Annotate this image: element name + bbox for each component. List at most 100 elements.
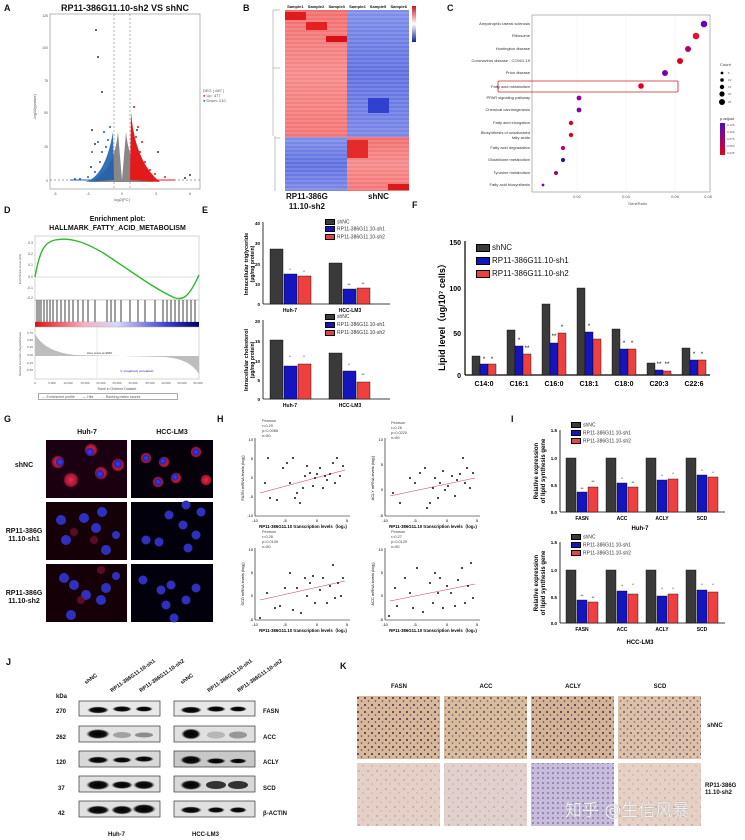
svg-text:*: * bbox=[631, 341, 634, 347]
svg-text:25,000: 25,000 bbox=[112, 381, 122, 385]
kda-value: 37 bbox=[58, 786, 65, 792]
svg-text:Coronavirus disease - COVID-19: Coronavirus disease - COVID-19 bbox=[472, 58, 531, 63]
micro-hcclm3-shnc bbox=[131, 440, 213, 498]
svg-text:1.5: 1.5 bbox=[551, 540, 558, 545]
svg-text:*: * bbox=[712, 582, 714, 587]
svg-text:*: * bbox=[672, 586, 674, 591]
svg-text:5: 5 bbox=[381, 462, 384, 467]
svg-text:6: 6 bbox=[189, 192, 191, 196]
svg-text:5: 5 bbox=[476, 518, 479, 523]
svg-text:0: 0 bbox=[316, 622, 319, 627]
svg-text:15,000: 15,000 bbox=[80, 381, 90, 385]
svg-text:Pearson: Pearson bbox=[262, 419, 276, 423]
svg-text:75: 75 bbox=[44, 79, 48, 83]
svg-text:SCD: SCD bbox=[697, 627, 708, 633]
svg-text:15: 15 bbox=[728, 85, 732, 89]
svg-text:Pearson: Pearson bbox=[391, 421, 405, 425]
svg-text:-5: -5 bbox=[413, 622, 417, 627]
svg-text:PPAR signaling pathway: PPAR signaling pathway bbox=[486, 95, 530, 100]
svg-text:r=0.27: r=0.27 bbox=[391, 535, 402, 539]
lane-label: shNC bbox=[83, 672, 99, 686]
lipid-ylabel: Lipid level（ug/10⁷ cells） bbox=[437, 259, 447, 371]
svg-text:*: * bbox=[303, 354, 305, 359]
svg-text:5: 5 bbox=[346, 518, 349, 523]
svg-text:0: 0 bbox=[251, 475, 254, 480]
svg-text:C18:1: C18:1 bbox=[579, 381, 598, 388]
svg-text:of lipid synthesis gene: of lipid synthesis gene bbox=[541, 550, 547, 615]
svg-text:5,000: 5,000 bbox=[48, 381, 56, 385]
svg-text:Huh-7: Huh-7 bbox=[283, 403, 297, 408]
svg-text:**: ** bbox=[665, 362, 670, 368]
svg-text:0.0: 0.0 bbox=[551, 510, 558, 515]
svg-text:0: 0 bbox=[446, 518, 449, 523]
svg-text:0.100: 0.100 bbox=[727, 130, 735, 134]
svg-text:Tyrosine metabolism: Tyrosine metabolism bbox=[493, 170, 530, 175]
svg-text:0: 0 bbox=[251, 593, 254, 598]
gsea-legend: — Enrichment profile — Hits — Ranking me… bbox=[38, 393, 178, 400]
svg-text:**: ** bbox=[347, 282, 351, 287]
svg-text:5: 5 bbox=[251, 456, 254, 461]
svg-text:0: 0 bbox=[257, 397, 260, 402]
svg-text:-5: -5 bbox=[413, 518, 417, 523]
svg-text:C16:0: C16:0 bbox=[544, 381, 563, 388]
qpcr-barchart: 1.5 1.0 0.5 0.0 Relative expression of lipi… bbox=[534, 428, 725, 646]
volcano-plot: 0 25 50 75 100 125 -6 -3 0 3 6 log2(FC) -log10(pv… bbox=[32, 13, 201, 202]
svg-text:SCD: SCD bbox=[697, 516, 708, 522]
gsea-xlabel: Rank in Ordered Dataset bbox=[98, 387, 137, 391]
svg-text:5: 5 bbox=[728, 71, 730, 75]
svg-text:-0.25: -0.25 bbox=[26, 361, 33, 365]
svg-text:Chemical carcinogenesis: Chemical carcinogenesis bbox=[486, 107, 530, 112]
svg-text:3: 3 bbox=[155, 192, 157, 196]
svg-text:Fatty acid elongation: Fatty acid elongation bbox=[493, 120, 530, 125]
svg-text:0.02: 0.02 bbox=[573, 194, 582, 199]
protein-label: SCD bbox=[263, 786, 276, 792]
svg-text:Huntington disease: Huntington disease bbox=[496, 46, 531, 51]
svg-text:0: 0 bbox=[316, 518, 319, 523]
svg-text:15: 15 bbox=[255, 339, 261, 344]
svg-text:RP11-386G11.10 transcription l: RP11-386G11.10 transcription levels（log₂… bbox=[259, 628, 347, 633]
lane-label: RP11-386G11.10-sh1 bbox=[109, 658, 157, 694]
svg-text:-0.50: -0.50 bbox=[26, 368, 33, 372]
volcano-title: RP11-386G11.10-sh2 VS shNC bbox=[60, 3, 190, 13]
svg-text:0: 0 bbox=[381, 593, 384, 598]
svg-text:*: * bbox=[693, 352, 696, 358]
svg-text:0.50: 0.50 bbox=[27, 338, 33, 342]
micro-huh7-shnc bbox=[46, 440, 127, 498]
ihc-row-label: shNC bbox=[707, 723, 723, 729]
panel-label-e: E bbox=[202, 205, 209, 215]
svg-text:5: 5 bbox=[476, 622, 479, 627]
svg-text:0.25: 0.25 bbox=[27, 345, 33, 349]
svg-text:-3: -3 bbox=[86, 192, 89, 196]
svg-text:p.adjust: p.adjust bbox=[720, 116, 735, 121]
svg-text:*: * bbox=[289, 267, 291, 272]
g-col-huh7: Huh-7 bbox=[77, 429, 97, 436]
svg-text:45,000: 45,000 bbox=[177, 381, 187, 385]
wb-cell-huh7: Huh-7 bbox=[108, 832, 125, 838]
svg-text:**: ** bbox=[591, 595, 595, 600]
svg-text:-5: -5 bbox=[283, 622, 287, 627]
volcano-ylabel: -log10(pvalue) bbox=[32, 94, 37, 120]
kda-value: 120 bbox=[56, 760, 67, 766]
svg-text:-5: -5 bbox=[379, 617, 383, 622]
svg-text:20,000: 20,000 bbox=[96, 381, 106, 385]
svg-text:*: * bbox=[623, 341, 626, 347]
svg-text:*: * bbox=[661, 586, 663, 591]
svg-text:Pearson: Pearson bbox=[391, 530, 405, 534]
svg-text:5: 5 bbox=[251, 570, 254, 575]
svg-text:-10: -10 bbox=[382, 518, 389, 523]
svg-text:0: 0 bbox=[381, 487, 384, 492]
svg-text:Count: Count bbox=[720, 62, 732, 67]
svg-text:0: 0 bbox=[457, 373, 461, 380]
svg-text:0.075: 0.075 bbox=[727, 137, 735, 141]
svg-text:*: * bbox=[518, 338, 521, 344]
svg-text:10: 10 bbox=[379, 547, 384, 552]
watermark: 知乎 @生信风暴 bbox=[565, 801, 690, 821]
volcano-xlabel: log2(FC) bbox=[114, 197, 130, 202]
svg-text:-0.1: -0.1 bbox=[27, 286, 33, 290]
svg-text:-10: -10 bbox=[382, 622, 389, 627]
svg-text:0: 0 bbox=[34, 381, 36, 385]
svg-text:150: 150 bbox=[449, 240, 461, 247]
svg-text:40,000: 40,000 bbox=[161, 381, 171, 385]
svg-text:C22:6: C22:6 bbox=[684, 381, 703, 388]
svg-text:0.0: 0.0 bbox=[28, 275, 33, 279]
